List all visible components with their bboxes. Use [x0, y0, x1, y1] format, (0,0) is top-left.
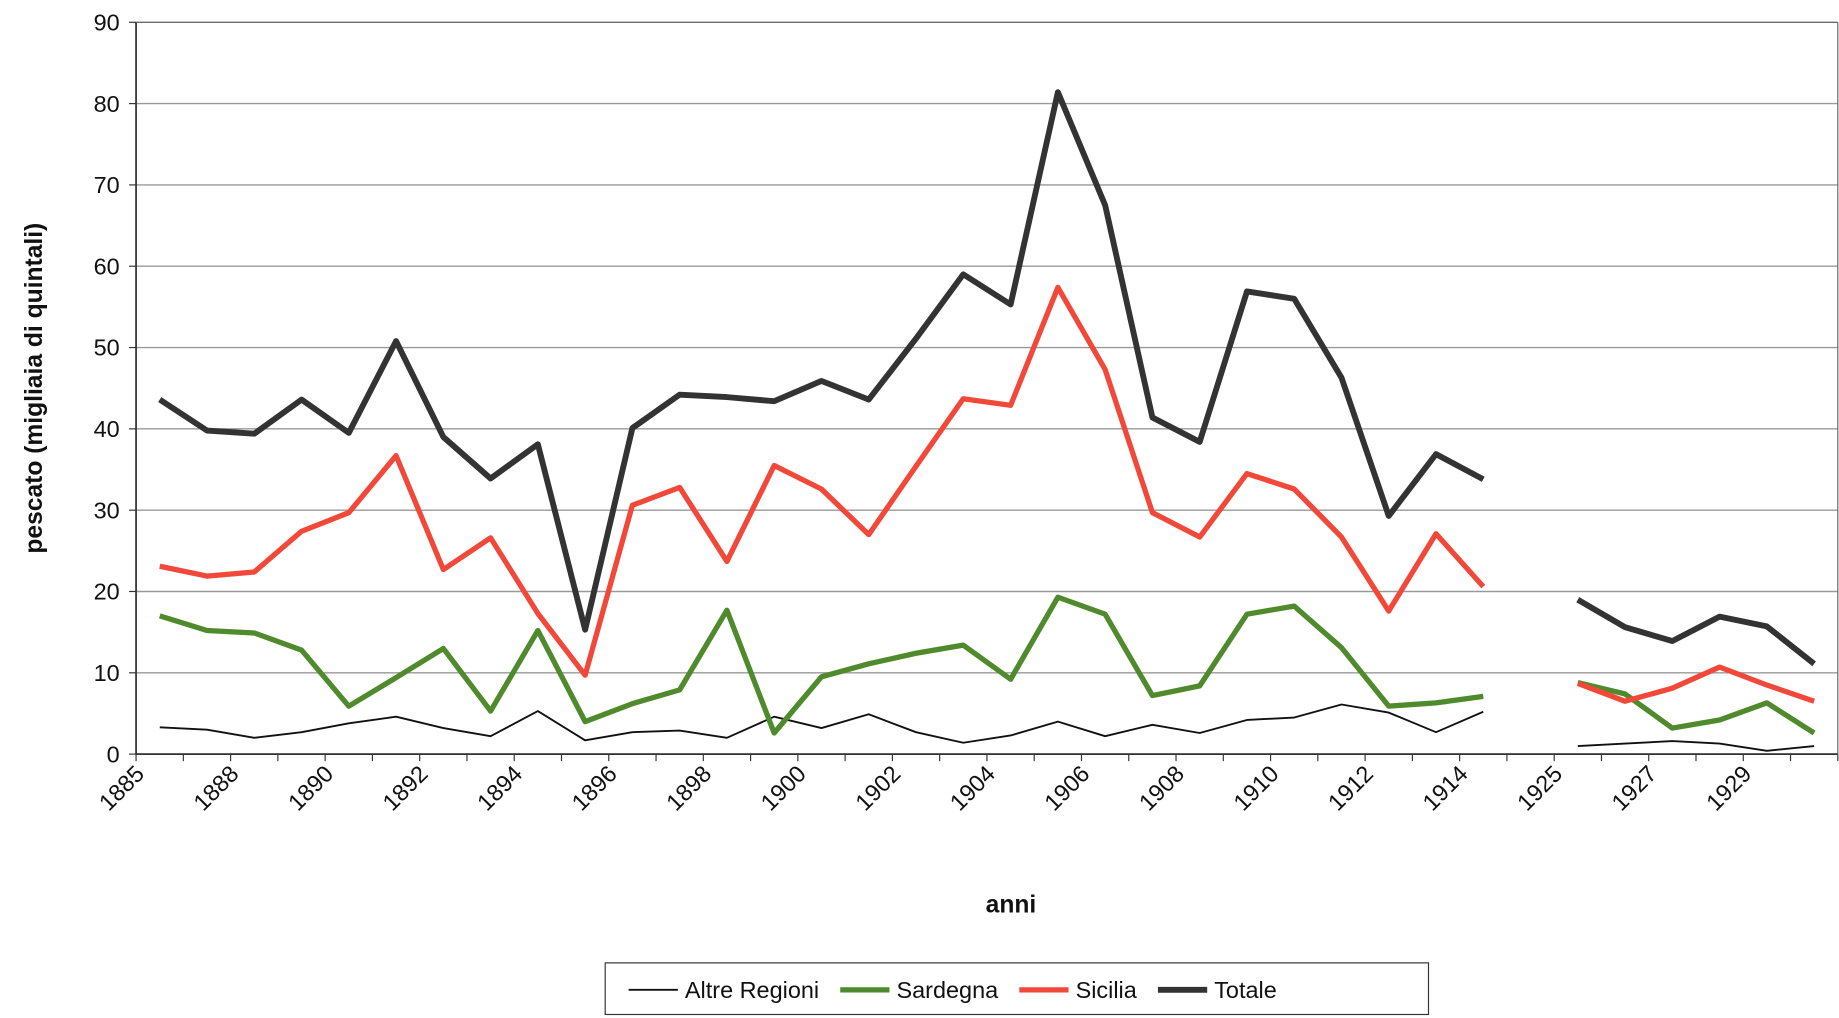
y-tick-label: 30 — [94, 497, 120, 523]
x-axis-title: anni — [986, 891, 1037, 918]
y-tick-label: 40 — [94, 416, 120, 442]
series-line — [159, 284, 1815, 704]
x-tick-label: 1904 — [945, 760, 1000, 815]
x-tick-label: 1908 — [1134, 760, 1189, 815]
x-tick-label: 1885 — [94, 760, 149, 815]
y-tick-label: 60 — [94, 253, 120, 279]
x-tick-label: 1898 — [661, 760, 716, 815]
legend-label: Totale — [1214, 977, 1277, 1003]
legend-box — [604, 962, 1430, 1016]
x-tick-label: 1914 — [1417, 760, 1472, 815]
x-tick-label: 1890 — [283, 760, 338, 815]
y-tick-label: 0 — [107, 741, 120, 767]
legend-label: Altre Regioni — [685, 977, 819, 1003]
y-tick-label: 20 — [94, 579, 120, 605]
x-tick-label: 1927 — [1607, 760, 1662, 815]
x-tick-label: 1888 — [188, 760, 243, 815]
legend-label: Sardegna — [897, 977, 1000, 1003]
y-axis-title: pescato (migliaia di quintali) — [21, 223, 48, 554]
y-tick-label: 70 — [94, 172, 120, 198]
series-line — [159, 703, 1815, 752]
x-tick-label: 1902 — [850, 760, 905, 815]
legend-label: Sicilia — [1076, 977, 1138, 1003]
y-tick-label: 90 — [94, 9, 120, 35]
x-tick-label: 1925 — [1512, 760, 1567, 815]
x-tick-label: 1906 — [1039, 760, 1094, 815]
y-tick-label: 10 — [94, 660, 120, 686]
series-line — [158, 594, 1816, 736]
x-tick-label: 1892 — [378, 760, 433, 815]
x-tick-label: 1929 — [1701, 760, 1756, 815]
y-tick-label: 80 — [94, 91, 120, 117]
x-tick-label: 1896 — [567, 760, 622, 815]
x-tick-label: 1912 — [1323, 760, 1378, 815]
series-line — [158, 89, 1816, 667]
y-tick-label: 50 — [94, 335, 120, 361]
x-tick-label: 1910 — [1228, 760, 1283, 815]
x-tick-label: 1900 — [756, 760, 811, 815]
x-tick-label: 1894 — [472, 760, 527, 815]
